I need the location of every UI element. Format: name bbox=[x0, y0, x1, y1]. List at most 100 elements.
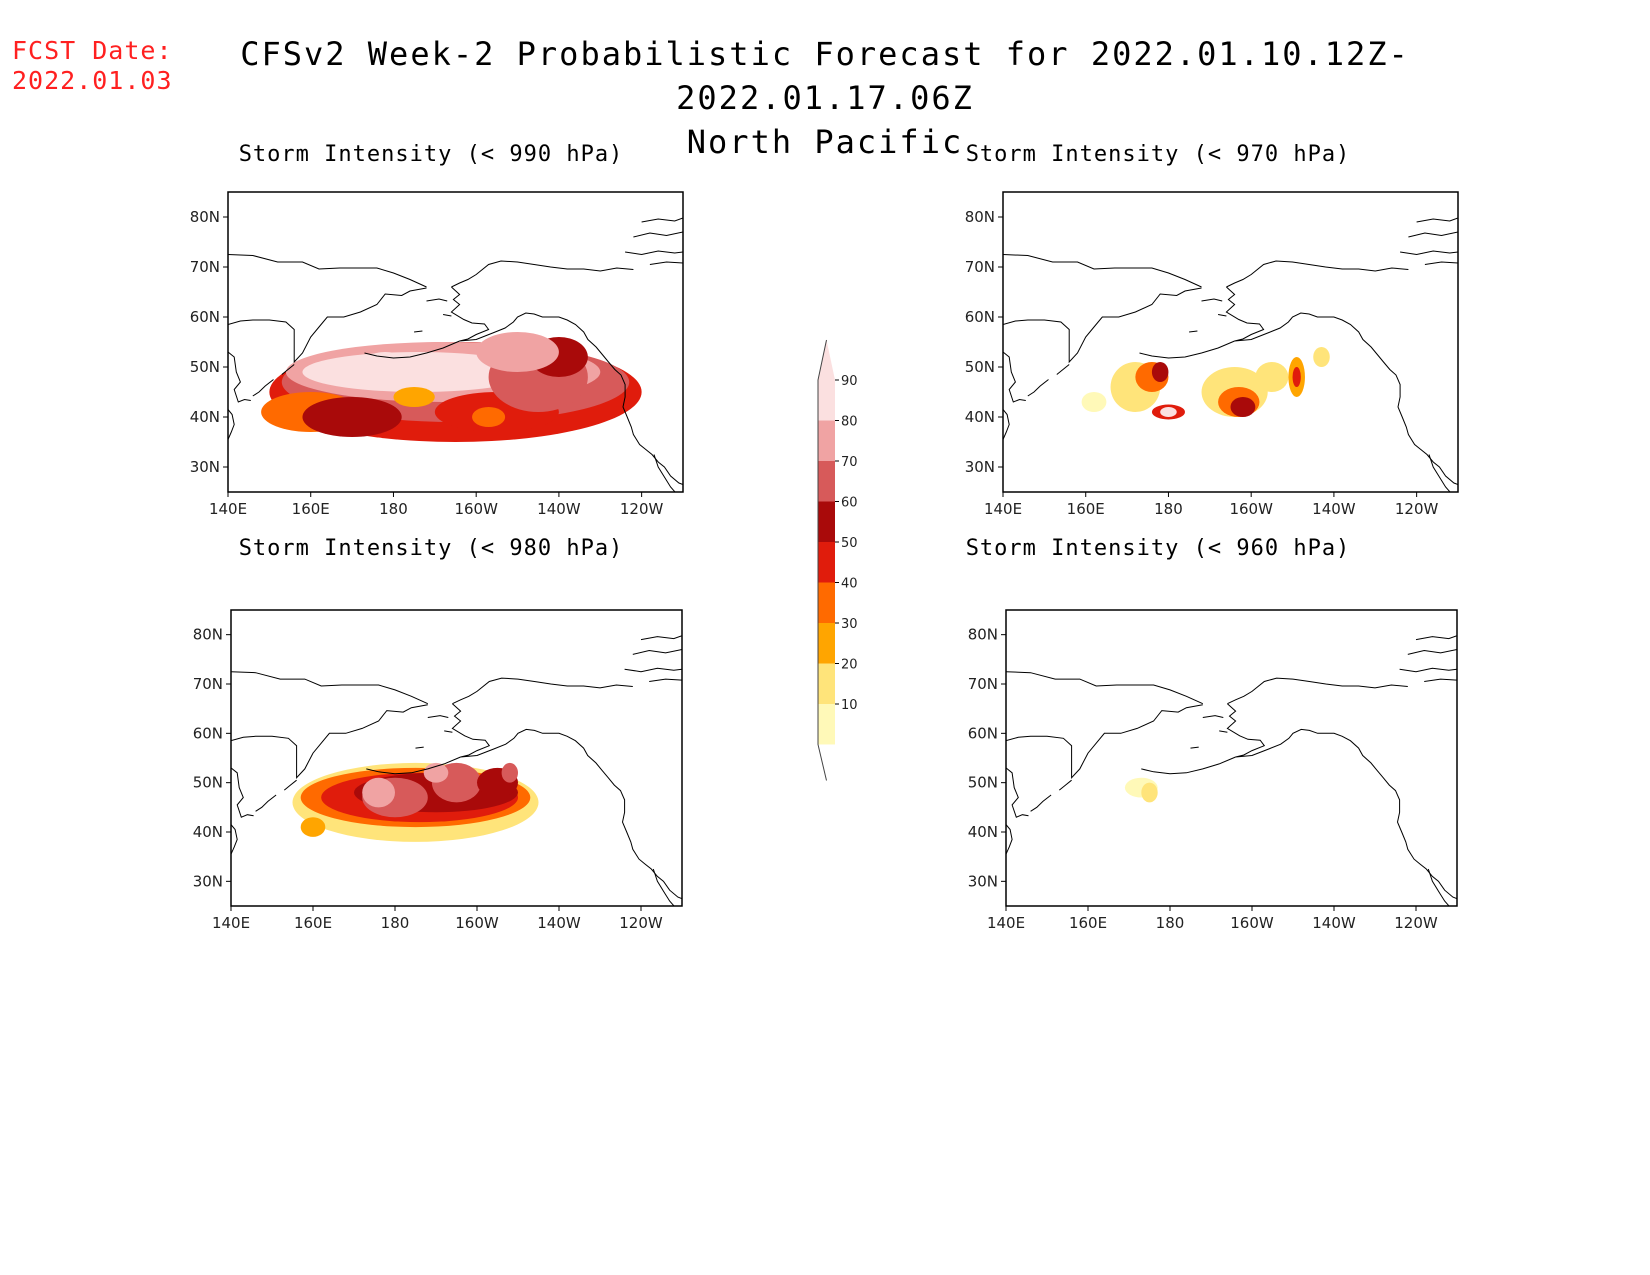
coastline bbox=[1226, 703, 1457, 900]
coastline bbox=[1189, 330, 1198, 333]
lon-tick-label: 140E bbox=[984, 500, 1022, 518]
coastline bbox=[1006, 824, 1013, 855]
coastline bbox=[1407, 649, 1457, 655]
coastline bbox=[1006, 767, 1029, 818]
coastline bbox=[1003, 351, 1026, 403]
coastline bbox=[231, 824, 238, 855]
coastline bbox=[1428, 454, 1451, 492]
coastline bbox=[414, 330, 423, 333]
probability-contour bbox=[476, 332, 559, 372]
lat-tick-label: 80N bbox=[190, 208, 220, 226]
colorbar-tick-label: 30 bbox=[841, 617, 858, 632]
probability-contour bbox=[393, 387, 435, 407]
lat-tick-label: 80N bbox=[965, 208, 995, 226]
lon-tick-label: 180 bbox=[1156, 914, 1185, 932]
coastline bbox=[1424, 261, 1458, 265]
lat-tick-label: 40N bbox=[193, 823, 223, 841]
lat-tick-label: 40N bbox=[965, 408, 995, 426]
coastline bbox=[283, 779, 297, 791]
coastline bbox=[252, 379, 274, 397]
colorbar-tick-label: 60 bbox=[841, 496, 858, 511]
coastline bbox=[633, 231, 683, 238]
lat-tick-label: 70N bbox=[968, 675, 998, 693]
coastline bbox=[653, 454, 676, 492]
colorbar-tick-label: 70 bbox=[841, 455, 858, 470]
coastline bbox=[452, 677, 633, 705]
coastline bbox=[450, 286, 683, 485]
lon-tick-label: 160W bbox=[455, 914, 499, 932]
lat-tick-label: 30N bbox=[193, 872, 223, 890]
coastline bbox=[231, 671, 429, 705]
coastline bbox=[1427, 868, 1450, 906]
lon-tick-label: 160E bbox=[294, 914, 332, 932]
coastline bbox=[231, 704, 428, 779]
coastline bbox=[1003, 254, 1202, 288]
lon-tick-label: 180 bbox=[379, 500, 408, 518]
map-frame bbox=[1005, 609, 1458, 907]
lat-tick-label: 80N bbox=[193, 626, 223, 644]
probability-contour bbox=[1151, 362, 1169, 382]
lon-tick-label: 160E bbox=[1067, 500, 1105, 518]
lon-tick-label: 140W bbox=[1312, 500, 1356, 518]
coastline bbox=[640, 635, 682, 641]
map-panel-p970: 80N 70N 60N 50N 40N 30N 140E 160E 180 160W 140W 120… bbox=[965, 191, 1459, 518]
coastline bbox=[228, 254, 427, 288]
lat-tick-label: 40N bbox=[190, 408, 220, 426]
coastline bbox=[228, 287, 427, 364]
coastline bbox=[1227, 677, 1408, 705]
coastline bbox=[641, 217, 683, 223]
coastline bbox=[1201, 298, 1223, 302]
coastline bbox=[426, 298, 448, 302]
lat-tick-label: 50N bbox=[965, 358, 995, 376]
coastline bbox=[1058, 779, 1072, 791]
coastline bbox=[1202, 715, 1224, 718]
probability-contour bbox=[1292, 367, 1301, 387]
coastline bbox=[1027, 379, 1049, 397]
probability-contour bbox=[1081, 392, 1107, 412]
map-panel-p990: 80N 70N 60N 50N 40N 30N 140E 160E 180 160W 140W 120… bbox=[190, 191, 684, 518]
coastline bbox=[415, 746, 424, 749]
coastline bbox=[1415, 635, 1457, 641]
coastline bbox=[451, 703, 682, 900]
coastline bbox=[1400, 250, 1458, 256]
coastline bbox=[1416, 217, 1458, 223]
coastline bbox=[1056, 364, 1070, 375]
lon-tick-label: 140E bbox=[212, 914, 250, 932]
coastline bbox=[624, 667, 682, 673]
probability-contour bbox=[302, 397, 402, 437]
forecast-date-block: FCST Date: 2022.01.03 bbox=[12, 36, 173, 96]
colorbar-tick-label: 90 bbox=[841, 374, 858, 389]
lat-tick-label: 60N bbox=[968, 724, 998, 742]
probability-contour bbox=[472, 407, 506, 427]
lon-tick-label: 120W bbox=[1395, 500, 1439, 518]
coastline bbox=[1408, 231, 1458, 238]
coastline bbox=[1399, 667, 1457, 673]
map-panel-p980: 80N 70N 60N 50N 40N 30N 140E 160E 180 160W 140W 120… bbox=[193, 609, 683, 932]
colorbar-swatch bbox=[818, 582, 835, 623]
lat-tick-label: 30N bbox=[190, 458, 220, 476]
coastline bbox=[444, 730, 453, 733]
coastline bbox=[451, 260, 634, 288]
lon-tick-label: 140W bbox=[537, 914, 581, 932]
lat-tick-label: 30N bbox=[965, 458, 995, 476]
lat-tick-label: 40N bbox=[968, 823, 998, 841]
lon-tick-label: 140E bbox=[987, 914, 1025, 932]
colorbar-tick-label: 40 bbox=[841, 577, 858, 592]
probability-contour bbox=[1255, 362, 1289, 392]
colorbar-tick-label: 10 bbox=[841, 698, 858, 713]
map-panel-p960: 80N 70N 60N 50N 40N 30N 140E 160E 180 160W 140W 120… bbox=[968, 609, 1458, 932]
coastline bbox=[625, 250, 683, 256]
coastline bbox=[1190, 746, 1199, 749]
probability-contour bbox=[362, 777, 395, 808]
map-frame bbox=[230, 609, 683, 907]
lat-tick-label: 60N bbox=[193, 724, 223, 742]
colorbar-swatch bbox=[818, 542, 835, 583]
forecast-date-value: 2022.01.03 bbox=[12, 66, 173, 95]
colorbar-swatch bbox=[818, 461, 835, 502]
coastline bbox=[1006, 671, 1204, 705]
colorbar-swatch bbox=[818, 420, 835, 461]
lat-tick-label: 60N bbox=[965, 308, 995, 326]
forecast-date-label: FCST Date: bbox=[12, 36, 173, 65]
lon-tick-label: 140W bbox=[537, 500, 581, 518]
